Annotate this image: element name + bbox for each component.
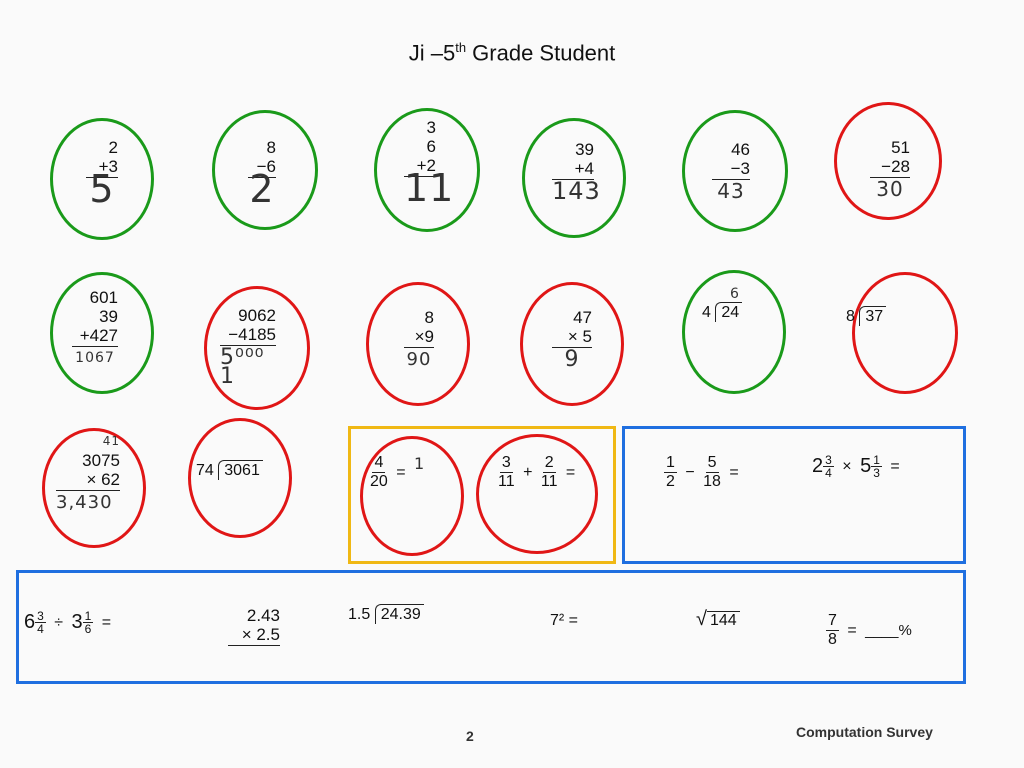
problem-addition: 3 6 +2 11 <box>404 118 455 210</box>
incorrect-circle <box>42 428 146 548</box>
correct-circle <box>50 272 154 394</box>
problem-addition: 39 +4 143 <box>552 140 601 205</box>
problem-addition: 2 +3 5 <box>86 138 118 208</box>
incorrect-circle <box>188 418 292 538</box>
correct-circle <box>50 118 154 240</box>
incorrect-circle <box>366 282 470 406</box>
page-title: Ji –5th Grade Student <box>408 40 616 66</box>
correct-circle <box>522 118 626 238</box>
problem-division: 6 4 24 <box>702 286 743 322</box>
correct-circle <box>374 108 480 232</box>
problem-division: 74 3061 <box>196 460 263 480</box>
correct-circle <box>682 270 786 394</box>
survey-label: Computation Survey <box>796 724 933 740</box>
problem-decimal-multiply: 2.43 × 2.5 <box>228 606 280 648</box>
incorrect-circle <box>360 436 464 556</box>
incorrect-circle <box>476 434 598 554</box>
problem-multiplication: 8 ×9 90 <box>404 308 434 369</box>
problem-fraction-simplify: 4 20 = 1 <box>370 454 426 490</box>
problem-subtraction: 46 −3 43 <box>712 140 750 201</box>
incorrect-circle <box>852 272 958 394</box>
incorrect-circle <box>520 282 624 406</box>
problem-addition: 601 39 +427 1067 <box>72 288 118 368</box>
incorrect-circle <box>204 286 310 410</box>
problem-square-root: √ 144 <box>696 608 740 631</box>
problem-subtraction: 51 −28 30 <box>870 138 910 199</box>
page-number: 2 <box>466 728 474 744</box>
problem-division: 8 37 <box>846 306 887 326</box>
problem-fraction-add: 3 11 + 2 11 = <box>498 454 576 490</box>
problem-exponent: 7² = <box>550 612 579 629</box>
unanswered-panel <box>16 570 966 684</box>
problem-subtraction: 8 −6 2 <box>248 138 276 211</box>
problem-multiplication: 47 × 5 9 <box>552 308 592 371</box>
fraction-panel <box>348 426 616 564</box>
problem-multiplication: 41 3075 × 62 3,430 <box>56 434 120 513</box>
problem-subtraction: 9062 −4185 5⁰⁰⁰ 1 <box>220 306 276 389</box>
unanswered-panel <box>622 426 966 564</box>
problem-decimal-divide: 1.5 24.39 <box>348 604 424 624</box>
correct-circle <box>212 110 318 230</box>
correct-circle <box>682 110 788 232</box>
incorrect-circle <box>834 102 942 220</box>
